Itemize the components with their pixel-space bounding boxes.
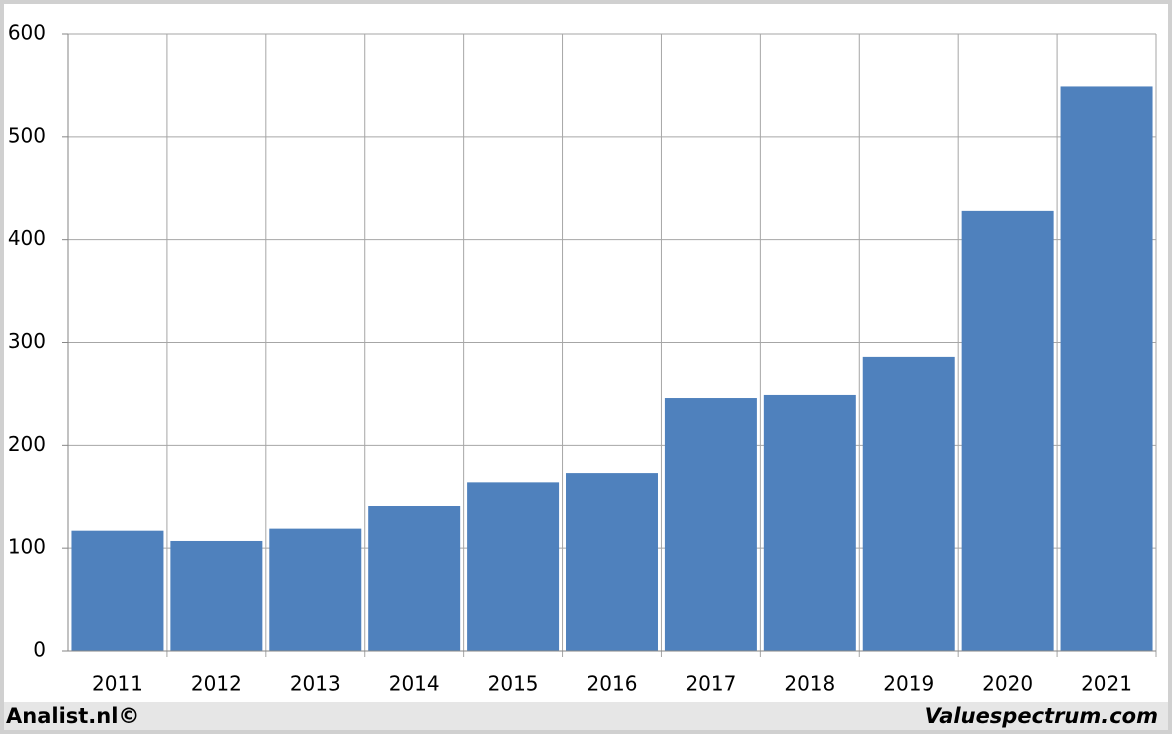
bar (566, 473, 658, 651)
x-tick-label: 2012 (191, 672, 242, 696)
bar (71, 530, 164, 651)
x-tick-label: 2021 (1081, 672, 1132, 696)
bar (862, 356, 955, 651)
bar (763, 394, 856, 651)
bar (368, 506, 461, 651)
bar (269, 528, 362, 651)
bar (961, 210, 1054, 651)
bar (1060, 86, 1153, 651)
y-tick-label: 500 (8, 123, 46, 147)
x-tick-label: 2018 (784, 672, 835, 696)
x-tick-label: 2017 (685, 672, 736, 696)
footer-left: Analist.nl© (6, 704, 139, 728)
x-tick-label: 2014 (389, 672, 440, 696)
y-tick-label: 0 (33, 638, 46, 662)
x-tick-label: 2013 (290, 672, 341, 696)
footer (4, 702, 1168, 730)
y-tick-label: 300 (8, 329, 46, 353)
x-tick-label: 2020 (982, 672, 1033, 696)
y-tick-label: 100 (8, 535, 46, 559)
y-tick-label: 600 (8, 21, 46, 45)
y-tick-label: 400 (8, 226, 46, 250)
y-tick-label: 200 (8, 432, 46, 456)
x-tick-label: 2011 (92, 672, 143, 696)
x-tick-label: 2016 (587, 672, 638, 696)
x-tick-label: 2019 (883, 672, 934, 696)
bar (467, 482, 560, 651)
bar (664, 398, 757, 651)
footer-right: Valuespectrum.com (925, 704, 1158, 728)
x-tick-label: 2015 (488, 672, 539, 696)
bar (170, 540, 263, 651)
